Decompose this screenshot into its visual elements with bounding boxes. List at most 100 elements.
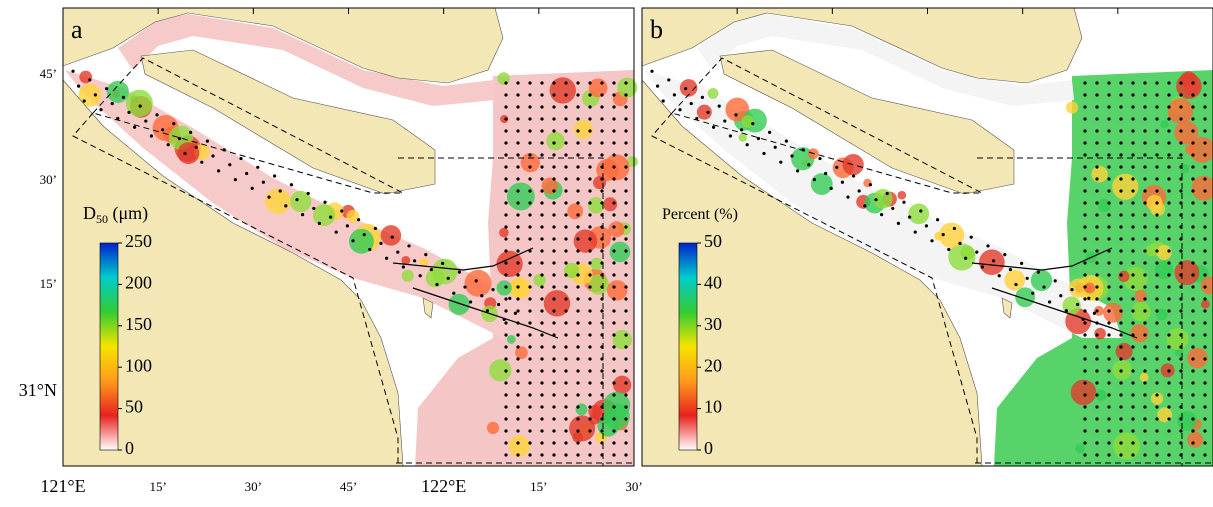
field-blob [1174, 347, 1184, 357]
sample-site [986, 244, 990, 248]
sample-site [576, 273, 580, 277]
sample-site [612, 297, 616, 301]
sample-site [504, 453, 508, 457]
field-blob [979, 249, 1005, 276]
sample-site [1119, 105, 1123, 109]
sample-site [1191, 129, 1195, 133]
sample-site [1143, 381, 1147, 385]
sample-site [857, 189, 861, 193]
sample-site [1203, 273, 1207, 277]
sample-site [807, 163, 811, 167]
sample-site [516, 417, 520, 421]
sample-site [540, 333, 544, 337]
sample-site [689, 101, 693, 106]
sample-site [924, 224, 928, 228]
sample-site [1095, 345, 1099, 349]
colorbar-tick-label: 0 [704, 438, 713, 458]
sample-site [1083, 357, 1087, 361]
sample-site [504, 81, 508, 85]
sample-site [624, 393, 628, 397]
field-blob [603, 154, 630, 181]
sample-site [540, 357, 544, 361]
sample-site [1143, 309, 1147, 313]
field-blob [741, 115, 755, 128]
y-axis-label: 30’ [40, 172, 57, 187]
sample-site [385, 256, 389, 260]
sample-site [1143, 261, 1147, 265]
sample-site [863, 204, 867, 208]
sample-site [1119, 417, 1123, 421]
sample-site [552, 429, 556, 433]
sample-site [1083, 321, 1087, 325]
sample-site [588, 273, 592, 277]
study-box [398, 157, 604, 466]
sample-site [504, 429, 508, 433]
sample-site [1143, 237, 1147, 241]
sample-site [564, 333, 568, 337]
sample-site [1131, 453, 1135, 457]
sample-site [588, 81, 592, 85]
sample-site [1167, 417, 1171, 421]
sample-site [552, 393, 556, 397]
field-blob [506, 182, 535, 211]
sample-site [528, 93, 532, 97]
field-blob [1075, 443, 1086, 454]
sample-site [1119, 333, 1123, 337]
sample-site [1119, 309, 1123, 313]
sample-site [600, 369, 604, 373]
sample-site [588, 297, 592, 301]
sample-site [564, 93, 568, 97]
field-blob [575, 403, 588, 416]
sample-site [1179, 81, 1183, 85]
sample-site [1095, 117, 1099, 121]
sample-site [516, 369, 520, 373]
sample-site [1191, 285, 1195, 289]
sample-site [540, 441, 544, 445]
sample-site [576, 453, 580, 457]
sample-site [504, 129, 508, 133]
sample-site [624, 429, 628, 433]
sample-site [161, 128, 165, 132]
sample-site [1167, 201, 1171, 205]
sample-site [1191, 321, 1195, 325]
sample-site [116, 116, 120, 121]
sample-site [624, 261, 628, 265]
sample-site [1203, 321, 1207, 325]
sample-site [612, 273, 616, 277]
sample-site [941, 233, 945, 237]
sample-site [588, 177, 592, 181]
sample-site [1014, 282, 1018, 287]
field-blob [541, 177, 559, 195]
sample-site [624, 189, 628, 193]
sample-site [1155, 153, 1159, 157]
sample-site [504, 285, 508, 289]
sample-site [624, 213, 628, 217]
sample-site [528, 213, 532, 217]
sample-site [1107, 105, 1111, 109]
sample-site [540, 105, 544, 109]
sample-site [250, 186, 254, 190]
sample-site [1059, 294, 1063, 298]
sample-site [1143, 393, 1147, 397]
land [140, 49, 436, 195]
sample-site [513, 311, 517, 315]
sample-site [516, 189, 520, 193]
sample-site [480, 294, 484, 298]
sample-site [516, 153, 520, 157]
sample-site [612, 381, 616, 385]
sample-site [457, 270, 461, 274]
sample-site [504, 249, 508, 253]
sample-site [1095, 93, 1099, 97]
sample-site [273, 174, 277, 178]
sample-site [1191, 261, 1195, 265]
sample-site [624, 405, 628, 409]
sample-site [441, 261, 445, 265]
field-blob [380, 225, 402, 246]
sample-site [1167, 93, 1171, 97]
sample-site [564, 381, 568, 385]
sample-site [1167, 273, 1171, 277]
sample-site [1155, 81, 1159, 85]
sample-site [1155, 105, 1159, 109]
sample-site [1143, 225, 1147, 229]
sample-site [552, 369, 556, 373]
